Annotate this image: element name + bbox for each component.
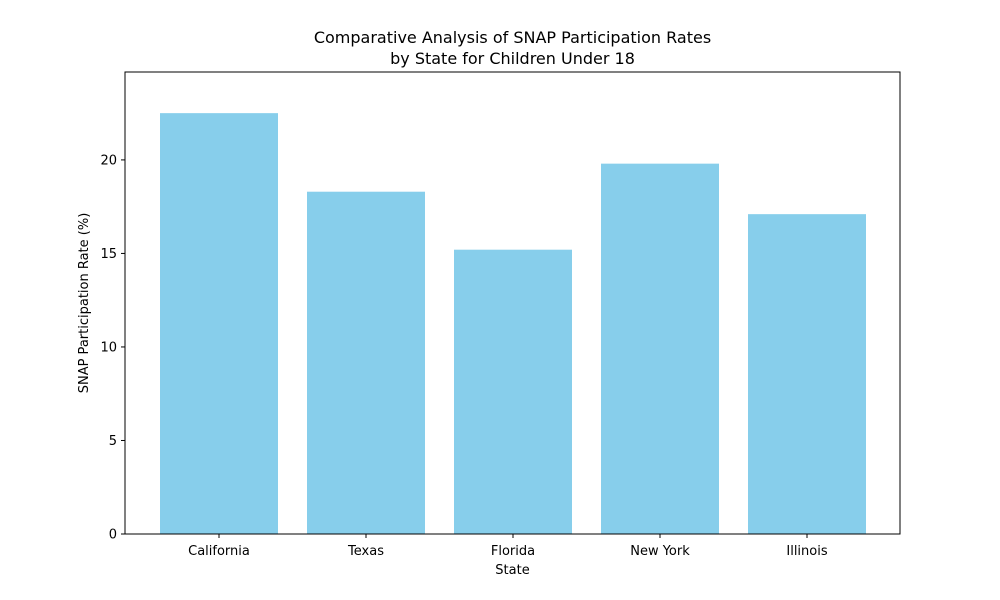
x-tick-label: Florida <box>491 544 535 559</box>
y-tick-label: 15 <box>100 247 117 262</box>
bars-layer <box>160 113 866 535</box>
y-axis-label: SNAP Participation Rate (%) <box>77 213 92 394</box>
y-tick-label: 20 <box>100 153 117 168</box>
x-tick-label: Texas <box>347 544 384 559</box>
chart-title-line-1: Comparative Analysis of SNAP Participati… <box>313 28 712 47</box>
plot-frame <box>124 71 901 535</box>
x-tick-label: Illinois <box>786 544 827 559</box>
chart-title-line-2: by State for Children Under 18 <box>390 49 635 68</box>
chart-title: Comparative Analysis of SNAP Participati… <box>125 27 900 69</box>
ticks-layer: California Texas Florida New York Illinois 0 5… <box>100 153 827 559</box>
y-tick-label: 10 <box>100 340 117 355</box>
bar-illinois <box>748 214 866 534</box>
x-tick-label: New York <box>630 544 690 559</box>
x-tick-label: California <box>188 544 250 559</box>
x-axis-label: State <box>495 563 529 578</box>
bar-new-york <box>601 163 719 534</box>
y-tick-label: 5 <box>109 434 117 449</box>
bar-florida <box>454 249 572 534</box>
y-tick-label: 0 <box>109 528 117 543</box>
bar-california <box>160 113 278 535</box>
bar-texas <box>307 191 425 534</box>
